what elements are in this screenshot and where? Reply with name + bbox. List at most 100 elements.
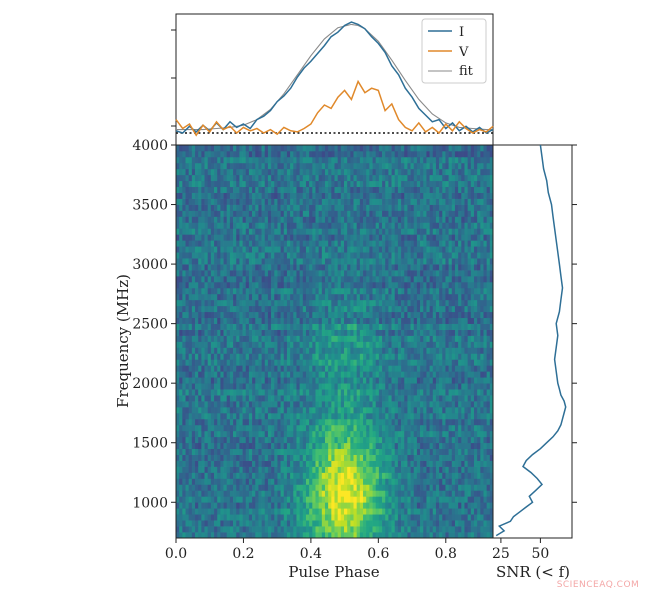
heatmap-cell bbox=[458, 526, 462, 533]
heatmap-cell bbox=[220, 359, 224, 366]
heatmap-cell bbox=[458, 436, 462, 444]
heatmap-cell bbox=[302, 371, 307, 378]
heatmap-cell bbox=[363, 240, 367, 247]
heatmap-cell bbox=[195, 240, 199, 247]
heatmap-cell bbox=[404, 520, 408, 527]
heatmap-cell bbox=[439, 246, 443, 253]
heatmap-cell bbox=[236, 436, 240, 444]
heatmap-cell bbox=[423, 454, 427, 461]
heatmap-cell bbox=[223, 359, 228, 366]
heatmap-cell bbox=[394, 502, 399, 509]
heatmap-cell bbox=[353, 353, 358, 360]
heatmap-cell bbox=[309, 305, 313, 313]
heatmap-cell bbox=[454, 281, 459, 289]
heatmap-cell bbox=[467, 430, 472, 438]
heatmap-cell bbox=[486, 264, 491, 271]
heatmap-cell bbox=[404, 293, 408, 301]
heatmap-cell bbox=[372, 472, 377, 479]
heatmap-cell bbox=[344, 377, 348, 384]
heatmap-cell bbox=[470, 353, 475, 360]
heatmap-cell bbox=[372, 299, 377, 307]
heatmap-cell bbox=[359, 442, 364, 450]
heatmap-cell bbox=[331, 329, 335, 336]
heatmap-cell bbox=[486, 317, 491, 324]
heatmap-cell bbox=[347, 430, 351, 438]
heatmap-cell bbox=[324, 287, 329, 295]
heatmap-cell bbox=[410, 335, 415, 342]
heatmap-cell bbox=[198, 508, 202, 515]
heatmap-cell bbox=[252, 287, 256, 295]
heatmap-cell bbox=[280, 305, 285, 313]
heatmap-cell bbox=[423, 341, 427, 348]
heatmap-cell bbox=[242, 436, 247, 444]
heatmap-cell bbox=[401, 293, 405, 301]
heatmap-cell bbox=[420, 383, 424, 390]
heatmap-cell bbox=[305, 287, 310, 295]
heatmap-cell bbox=[296, 276, 300, 283]
heatmap-cell bbox=[245, 329, 250, 336]
heatmap-cell bbox=[204, 460, 209, 467]
heatmap-cell bbox=[299, 401, 304, 408]
heatmap-cell bbox=[344, 520, 348, 527]
heatmap-cell bbox=[458, 448, 462, 455]
heatmap-cell bbox=[477, 460, 481, 467]
heatmap-cell bbox=[233, 341, 237, 348]
heatmap-cell bbox=[305, 264, 310, 271]
heatmap-cell bbox=[473, 508, 478, 515]
heatmap-cell bbox=[344, 532, 348, 539]
heatmap-cell bbox=[261, 353, 266, 360]
heatmap-cell bbox=[195, 395, 199, 402]
heatmap-cell bbox=[245, 407, 250, 414]
heatmap-cell bbox=[407, 365, 411, 372]
heatmap-cell bbox=[334, 442, 339, 450]
heatmap-cell bbox=[489, 454, 494, 461]
heatmap-cell bbox=[179, 442, 183, 450]
heatmap-cell bbox=[356, 520, 361, 527]
heatmap-cell bbox=[445, 442, 449, 450]
heatmap-cell bbox=[334, 246, 339, 253]
heatmap-cell bbox=[461, 299, 465, 307]
heatmap-cell bbox=[337, 329, 342, 336]
heatmap-cell bbox=[280, 401, 285, 408]
heatmap-cell bbox=[293, 270, 297, 277]
heatmap-cell bbox=[283, 454, 288, 461]
heatmap-cell bbox=[264, 305, 269, 313]
heatmap-cell bbox=[467, 502, 472, 509]
heatmap-cell bbox=[255, 264, 259, 271]
heatmap-cell bbox=[242, 317, 247, 324]
heatmap-cell bbox=[337, 240, 342, 247]
heatmap-cell bbox=[239, 424, 243, 432]
heatmap-cell bbox=[179, 484, 183, 491]
heatmap-cell bbox=[226, 287, 231, 295]
heatmap-cell bbox=[489, 472, 494, 479]
heatmap-cell bbox=[302, 448, 307, 455]
heatmap-cell bbox=[309, 365, 313, 372]
heatmap-cell bbox=[267, 317, 272, 324]
heatmap-cell bbox=[334, 276, 339, 283]
heatmap-cell bbox=[458, 311, 462, 319]
heatmap-cell bbox=[404, 508, 408, 515]
heatmap-cell bbox=[309, 389, 313, 396]
heatmap-cell bbox=[461, 395, 465, 402]
heatmap-cell bbox=[207, 276, 212, 283]
heatmap-cell bbox=[198, 532, 202, 539]
heatmap-cell bbox=[435, 395, 440, 402]
heatmap-cell bbox=[391, 329, 396, 336]
heatmap-cell bbox=[388, 377, 392, 384]
heatmap-cell bbox=[429, 276, 434, 283]
heatmap-cell bbox=[483, 359, 488, 366]
heatmap-cell bbox=[489, 359, 494, 366]
heatmap-cell bbox=[214, 496, 218, 503]
heatmap-cell bbox=[312, 311, 316, 319]
heatmap-cell bbox=[454, 436, 459, 444]
heatmap-cell bbox=[201, 365, 205, 372]
heatmap-cell bbox=[248, 472, 253, 479]
heatmap-cell bbox=[188, 359, 193, 366]
heatmap-cell bbox=[195, 436, 199, 444]
heatmap-cell bbox=[435, 359, 440, 366]
heatmap-cell bbox=[448, 424, 453, 432]
heatmap-cell bbox=[369, 353, 373, 360]
heatmap-cell bbox=[435, 407, 440, 414]
heatmap-cell bbox=[473, 430, 478, 438]
heatmap-cell bbox=[283, 252, 288, 259]
